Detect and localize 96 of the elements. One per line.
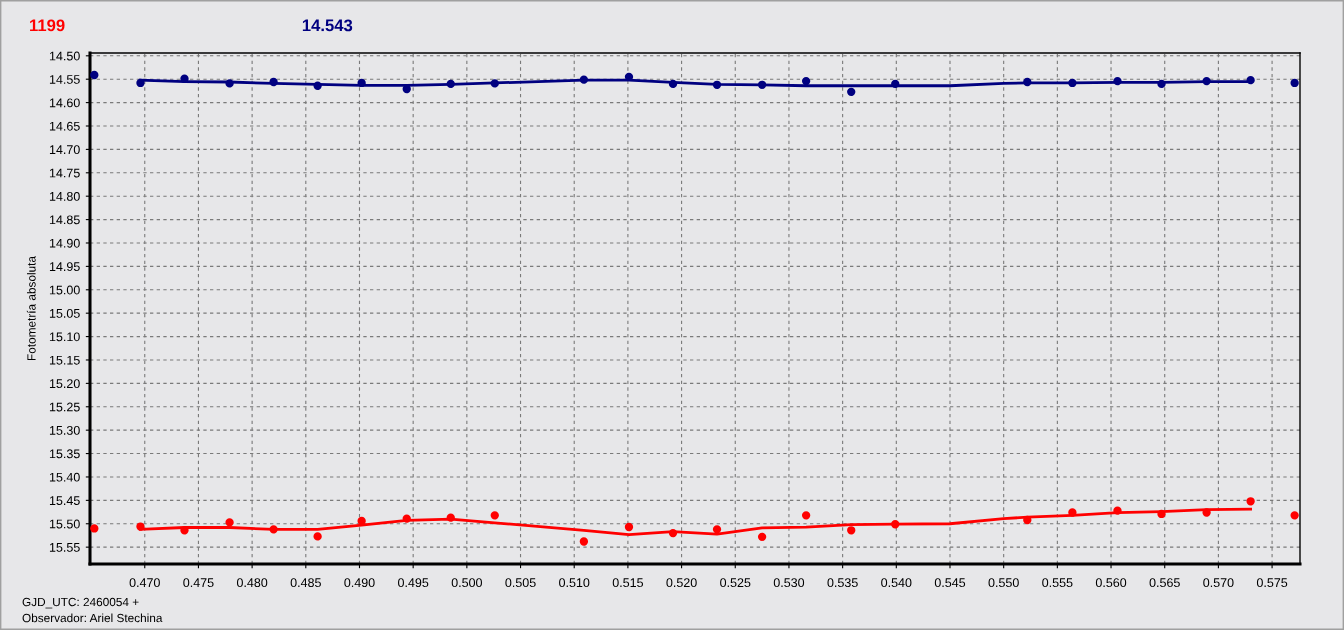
y-tick-label: 15.20 (49, 379, 80, 389)
x-tick-label: 0.525 (720, 578, 751, 588)
point (624, 522, 634, 532)
x-tick-label: 0.555 (1042, 578, 1073, 588)
y-tick-label: 14.70 (49, 145, 80, 155)
x-tick-label: 0.530 (773, 578, 805, 588)
point (847, 87, 856, 97)
x-tick-label: 0.470 (129, 578, 160, 588)
x-tick-label: 0.535 (827, 578, 858, 588)
point (1068, 78, 1077, 88)
y-axis-title: Fotometría absoluta (26, 256, 36, 361)
point (1246, 497, 1255, 506)
y-tick-label: 14.50 (49, 51, 80, 61)
point (1113, 506, 1122, 515)
point (490, 511, 499, 520)
point (1023, 77, 1032, 87)
x-tick-label: 0.520 (666, 578, 697, 588)
x-tick-label: 0.560 (1095, 578, 1127, 588)
y-tick-label: 14.90 (49, 238, 80, 248)
x-tick-label: 0.515 (612, 578, 644, 588)
point (446, 513, 455, 522)
point (1023, 515, 1032, 525)
text: 14.543 (302, 19, 353, 32)
point (801, 511, 811, 520)
point (579, 75, 589, 84)
text: Observador: Ariel Stechina (22, 613, 163, 623)
point (668, 79, 678, 89)
x-tick-label: 0.490 (344, 578, 375, 588)
point (757, 80, 767, 89)
point (1157, 509, 1166, 519)
point (1113, 76, 1122, 86)
x-tick-label: 0.480 (236, 578, 268, 588)
x-tick-label: 0.505 (505, 578, 536, 588)
point (225, 518, 234, 527)
y-tick-label: 15.35 (49, 449, 80, 459)
point (446, 79, 455, 89)
point (180, 526, 189, 535)
point (90, 524, 99, 533)
point (269, 77, 278, 87)
point (402, 514, 411, 523)
point (757, 532, 767, 542)
y-tick-label: 14.55 (49, 75, 80, 84)
x-tick-label: 0.540 (881, 578, 912, 588)
point (801, 76, 811, 86)
x-tick-label: 0.570 (1203, 578, 1234, 588)
point (891, 520, 900, 529)
point (847, 526, 856, 535)
point (712, 80, 722, 89)
y-tick-label: 14.65 (49, 121, 80, 131)
point (712, 525, 722, 534)
y-tick-label: 14.85 (49, 215, 80, 225)
x-tick-label: 0.495 (398, 578, 429, 588)
x-tick-label: 0.545 (934, 578, 966, 588)
point (90, 70, 99, 80)
point (1202, 508, 1211, 517)
x-tick-label: 0.510 (559, 578, 590, 588)
point (1157, 79, 1166, 89)
y-tick-label: 15.55 (49, 543, 80, 552)
x-tick-label: 0.475 (183, 578, 214, 588)
point (1290, 511, 1299, 520)
point (136, 78, 145, 88)
y-tick-label: 15.00 (49, 285, 80, 295)
y-tick-label: 15.45 (49, 496, 80, 506)
y-tick-label: 15.40 (49, 472, 80, 482)
point (1202, 76, 1211, 86)
point (1068, 508, 1077, 517)
x-axis-title: GJD_UTC: 2460054 + (22, 597, 139, 609)
y-tick-label: 14.95 (49, 262, 80, 272)
x-tick-label: 0.500 (451, 578, 482, 588)
point (136, 522, 145, 531)
point (891, 79, 900, 89)
y-tick-label: 15.05 (49, 308, 80, 318)
point (579, 537, 589, 546)
y-tick-label: 14.60 (49, 98, 80, 108)
x-tick-label: 0.550 (988, 578, 1019, 588)
point (1290, 78, 1299, 88)
point (313, 532, 322, 541)
y-tick-label: 15.25 (49, 402, 80, 412)
y-tick-label: 15.10 (49, 332, 80, 342)
y-tick-label: 15.30 (49, 425, 80, 435)
point (225, 79, 234, 88)
point (180, 74, 189, 83)
point (313, 81, 322, 90)
x-tick-label: 0.575 (1256, 578, 1288, 588)
point (490, 79, 499, 88)
y-tick-label: 15.50 (49, 519, 80, 529)
x-tick-label: 0.565 (1149, 578, 1180, 588)
y-tick-label: 14.75 (49, 168, 80, 178)
point (1246, 75, 1255, 85)
point (269, 525, 278, 534)
x-tick-label: 0.485 (290, 578, 321, 588)
point (668, 528, 678, 538)
y-tick-label: 14.80 (49, 191, 80, 201)
y-tick-label: 15.15 (49, 355, 80, 365)
point (357, 78, 366, 88)
text: 1199 (30, 19, 65, 32)
